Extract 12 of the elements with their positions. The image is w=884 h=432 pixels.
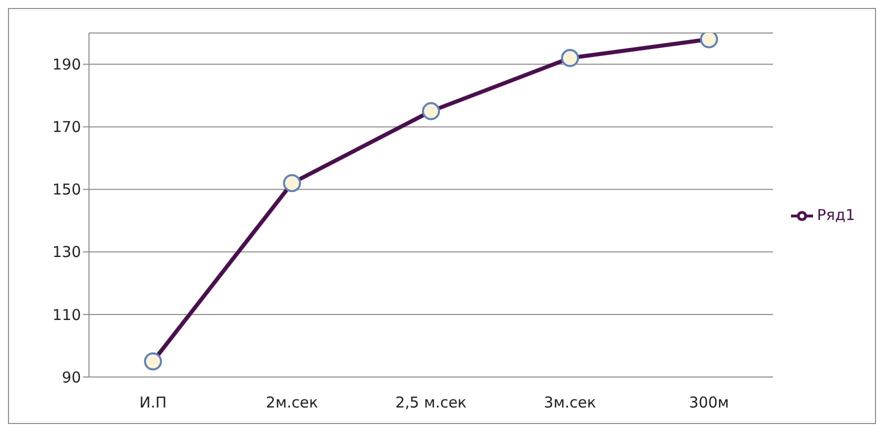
y-tick-label: 130	[52, 243, 81, 262]
y-tick-label: 190	[52, 56, 81, 74]
y-tick-label: 170	[52, 118, 81, 136]
x-tick-label: 300м	[689, 394, 729, 412]
legend-label: Ряд1	[817, 206, 855, 224]
y-tick-label: 110	[52, 306, 81, 324]
y-tick-label: 150	[52, 180, 81, 199]
x-tick-label: И.П	[139, 394, 167, 412]
x-tick-label: 2м.сек	[266, 394, 318, 412]
y-tick-label: 90	[62, 368, 81, 386]
x-tick-label: 2,5 м.сек	[395, 394, 467, 412]
x-tick-label: 3м.сек	[544, 394, 596, 412]
